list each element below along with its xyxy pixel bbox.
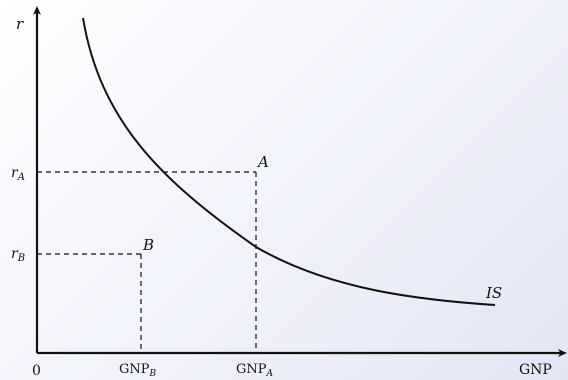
gnp-b-subscript: B xyxy=(149,369,157,379)
r-a-base: r xyxy=(11,165,19,181)
gnp-a-subscript: A xyxy=(266,369,274,379)
r-a-subscript: A xyxy=(17,172,25,183)
is-curve-label: IS xyxy=(485,284,502,302)
r-b-tick-label: rB xyxy=(11,246,25,264)
r-b-subscript: B xyxy=(17,253,25,264)
is-curve xyxy=(82,17,496,306)
gnp-b-base: GNP xyxy=(119,362,150,377)
gnp-a-tick-label: GNPA xyxy=(236,362,274,379)
r-b-base: r xyxy=(11,246,19,262)
gnp-b-tick-label: GNPB xyxy=(119,362,157,379)
point-b-label: B xyxy=(142,236,154,254)
gnp-a-base: GNP xyxy=(236,362,267,377)
x-axis-label: GNP xyxy=(519,362,552,378)
origin-label: 0 xyxy=(32,363,41,379)
point-a-label: A xyxy=(256,153,269,171)
y-axis-label: r xyxy=(16,15,24,33)
r-a-tick-label: rA xyxy=(11,165,25,183)
